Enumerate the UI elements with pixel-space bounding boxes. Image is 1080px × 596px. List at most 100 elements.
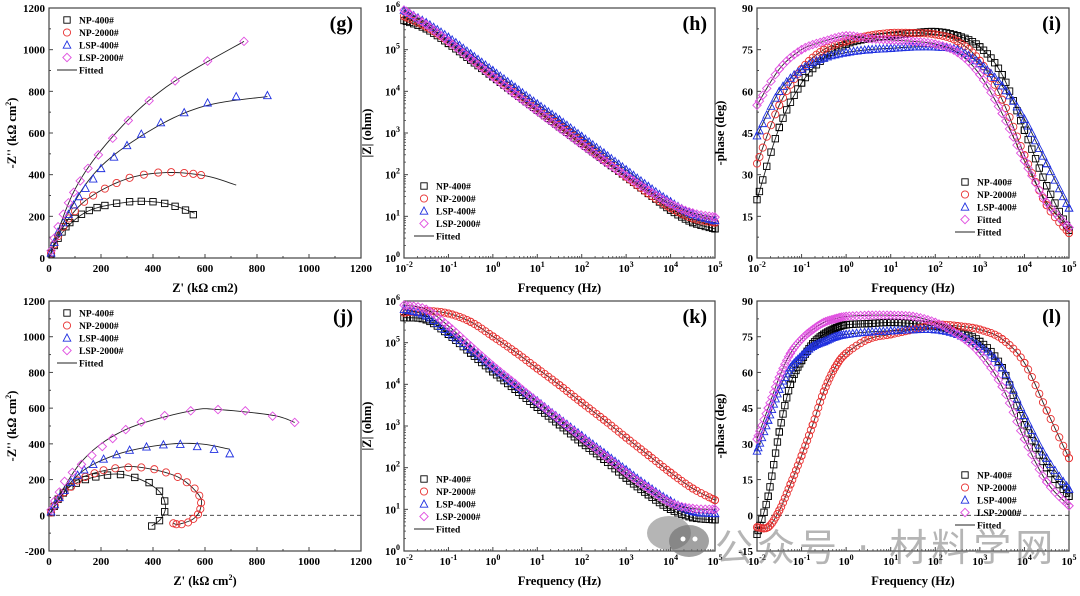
marker-diamond [606,456,617,466]
marker-diamond [49,496,60,506]
series-lsp-2000- [399,300,720,515]
marker-diamond [425,22,435,33]
fitted-line [756,32,1070,234]
marker-circle [451,311,460,320]
marker-triangle [421,310,431,320]
legend-item: LSP-400# [419,499,476,511]
marker-diamond [632,475,643,486]
marker-square [868,319,876,328]
marker-circle [1064,454,1074,463]
marker-circle [190,484,199,493]
marker-triangle [774,384,784,393]
panel-i: 10-2 10-1 100 101 102 103 104 105 0 15 30 45 60 75 90 F… [713,3,1077,295]
marker-square [777,419,785,427]
marker-triangle [231,91,241,101]
series-lsp-400- [46,90,272,259]
marker-triangle [993,76,1003,85]
marker-diamond [796,334,807,344]
marker-triangle [774,86,784,95]
y-tick-label: 106 [385,0,400,15]
legend: NP-400# NP-2000# LSP-400# LSP-2000# Fitted [955,471,1022,532]
marker-circle [111,464,120,473]
marker-diamond [465,53,476,64]
marker-diamond [550,120,561,131]
marker-triangle [826,333,836,342]
marker-triangle [588,139,598,149]
marker-diamond [240,405,251,416]
marker-diamond [404,300,415,311]
marker-diamond [439,33,450,44]
marker-square [181,206,190,214]
marker-square [764,492,772,500]
marker-circle [197,498,206,507]
marker-diamond [202,56,213,66]
marker-diamond [952,47,963,58]
y-tick-label: 15 [742,475,754,487]
legend-label: NP-2000# [436,195,476,205]
marker-diamond [952,329,963,340]
marker-circle [1031,381,1040,390]
panel-l: 10-2 10-1 100 101 102 103 104 105 -15 0 15 30 45 60 75… [713,296,1077,588]
marker-triangle [1031,135,1041,145]
marker-triangle [66,477,76,486]
marker-diamond [871,310,881,320]
marker-diamond [978,75,989,85]
marker-square [585,444,593,452]
marker-diamond [1019,434,1030,444]
marker-diamond [532,106,543,117]
x-tick-label: 100 [485,260,500,275]
marker-diamond [185,405,196,416]
marker-triangle [192,441,202,451]
marker-diamond [1023,163,1033,174]
marker-diamond [859,33,870,43]
marker-circle [983,327,992,336]
marker-square [762,500,770,509]
marker-diamond [908,311,918,322]
x-tick-label: 100 [485,553,500,568]
y-axis-title: |Z| (ohm) [360,109,374,158]
marker-triangle [1042,453,1052,462]
marker-triangle [1064,203,1074,212]
marker-square [773,438,782,446]
marker-diamond [610,459,620,469]
fitted-line [756,46,1070,209]
marker-square [1035,164,1043,172]
marker-triangle [73,470,83,479]
series-lsp-2000- [399,5,720,223]
marker-circle [100,184,109,193]
marker-square [794,85,802,93]
marker-circle [1001,103,1010,113]
marker-diamond [822,35,833,45]
marker-diamond [580,435,591,446]
marker-diamond [213,404,223,415]
x-tick-label: 100 [839,553,854,568]
legend-item: LSP-400# [62,40,119,52]
marker-circle [852,341,861,350]
marker-diamond [408,11,419,22]
marker-square [758,515,766,523]
marker-triangle [79,464,89,474]
marker-square [783,106,791,114]
marker-circle [808,420,817,429]
x-tick-label: 800 [249,263,266,275]
marker-square [155,487,164,495]
y-tick-label: 0 [40,510,46,522]
marker-triangle [573,128,583,138]
marker-triangle [986,68,996,78]
marker-diamond [599,156,609,166]
legend-item: LSP-2000# [62,345,124,357]
legend-label: LSP-2000# [79,54,124,64]
legend-item: NP-2000# [419,194,476,205]
marker-triangle [591,142,602,152]
marker-diamond [822,316,833,326]
marker-diamond [856,32,866,43]
marker-diamond [46,505,56,515]
marker-circle [197,171,206,180]
marker-triangle [696,507,706,517]
marker-triangle [1008,96,1018,105]
marker-square [991,352,999,360]
marker-triangle [88,173,98,183]
marker-diamond [569,134,580,144]
marker-diamond [554,123,565,133]
marker-square [112,199,121,207]
